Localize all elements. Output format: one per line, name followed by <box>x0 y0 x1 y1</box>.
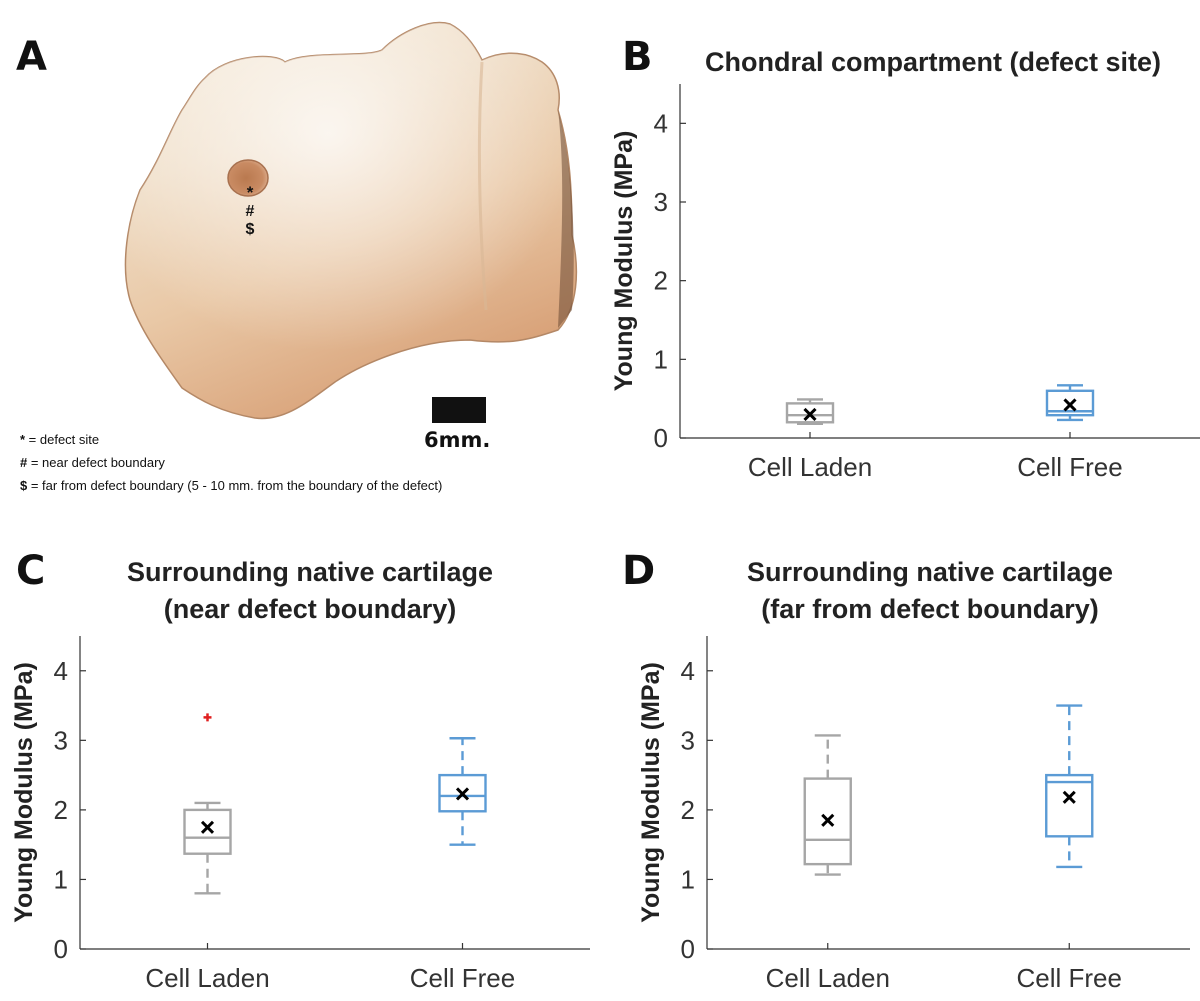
panel-letter-c: C <box>16 548 46 594</box>
mean-marker-stroke <box>200 820 215 834</box>
mean-marker-stroke <box>821 813 835 827</box>
box-cell-free <box>1045 704 1094 869</box>
marker-defect-site: * <box>247 183 254 202</box>
panel-letter-d: D <box>622 548 656 594</box>
y-tick-label: 1 <box>54 864 68 894</box>
x-tick-label: Cell Laden <box>748 452 872 482</box>
chart-c: Surrounding native cartilage (near defect… <box>10 557 590 993</box>
marker-near-boundary: # <box>246 203 255 220</box>
y-tick-label: 4 <box>681 656 695 686</box>
panel-letter-b: B <box>622 34 653 80</box>
condyle-photo: * # $ <box>124 21 578 420</box>
mean-marker <box>821 813 835 827</box>
box-cell-free <box>1045 384 1095 422</box>
y-tick-label: 0 <box>681 934 695 964</box>
legend-text: = near defect boundary <box>27 455 165 470</box>
legend-symbol: $ <box>20 478 28 493</box>
y-tick-label: 3 <box>681 725 695 755</box>
mean-marker <box>200 820 215 834</box>
y-tick-label: 1 <box>654 344 668 374</box>
y-tick-label: 3 <box>654 187 668 217</box>
box-iqr <box>1045 389 1095 417</box>
y-axis-label: Young Modulus (MPa) <box>10 662 38 923</box>
x-tick-label: Cell Free <box>1017 963 1122 993</box>
y-tick-label: 0 <box>654 423 668 453</box>
y-tick-label: 1 <box>681 864 695 894</box>
legend-symbol: * <box>20 432 26 447</box>
mean-marker-stroke <box>803 407 817 421</box>
marker-far-boundary: $ <box>246 221 255 238</box>
y-tick-label: 4 <box>54 656 68 686</box>
box-iqr <box>438 773 487 813</box>
box-cell-laden <box>785 398 835 426</box>
chart-b: Chondral compartment (defect site) 0 1 2 3 4Y… <box>610 47 1200 482</box>
scale-bar-label: 6mm. <box>424 428 491 452</box>
box-iqr <box>1045 773 1094 838</box>
y-tick-label: 2 <box>54 795 68 825</box>
y-tick-label: 4 <box>654 108 668 138</box>
legend-text: = far from defect boundary (5 - 10 mm. f… <box>27 478 443 493</box>
y-axis-label: Young Modulus (MPa) <box>637 662 665 923</box>
scale-bar <box>432 397 486 423</box>
box-iqr <box>183 808 232 855</box>
mean-marker-stroke <box>1063 398 1077 412</box>
box-cell-laden <box>803 734 852 876</box>
box-cell-laden <box>183 713 232 895</box>
panel-letter-a: A <box>16 34 47 80</box>
mean-marker-stroke <box>1062 790 1076 804</box>
x-tick-label: Cell Laden <box>766 963 890 993</box>
x-tick-label: Cell Free <box>410 963 515 993</box>
mean-marker <box>1062 790 1076 804</box>
legend-line-near-boundary: # = near defect boundary <box>20 455 165 470</box>
y-axis-label: Young Modulus (MPa) <box>610 131 638 392</box>
mean-marker <box>1063 398 1077 412</box>
y-tick-label: 0 <box>54 934 68 964</box>
defect-site <box>227 159 269 197</box>
y-tick-label: 2 <box>654 266 668 296</box>
chart-title: (near defect boundary) <box>164 594 457 624</box>
chart-title: Surrounding native cartilage <box>127 557 493 587</box>
chart-d: Surrounding native cartilage (far from de… <box>637 557 1190 993</box>
mean-marker <box>455 787 470 801</box>
x-tick-label: Cell Free <box>1017 452 1122 482</box>
x-tick-label: Cell Laden <box>145 963 269 993</box>
y-tick-label: 3 <box>54 725 68 755</box>
legend-text: = defect site <box>25 432 100 447</box>
box-iqr <box>803 777 852 866</box>
mean-marker-stroke <box>455 787 470 801</box>
mean-marker <box>803 407 817 421</box>
legend-line-defect-site: * = defect site <box>20 432 99 447</box>
box-iqr <box>785 402 835 424</box>
chart-title: (far from defect boundary) <box>761 594 1099 624</box>
y-tick-label: 2 <box>681 795 695 825</box>
legend-symbol: # <box>20 455 28 470</box>
outlier-point <box>203 713 212 722</box>
chart-title: Chondral compartment (defect site) <box>705 47 1161 77</box>
chart-title: Surrounding native cartilage <box>747 557 1113 587</box>
legend-line-far-boundary: $ = far from defect boundary (5 - 10 mm.… <box>20 478 442 493</box>
box-cell-free <box>438 737 487 846</box>
